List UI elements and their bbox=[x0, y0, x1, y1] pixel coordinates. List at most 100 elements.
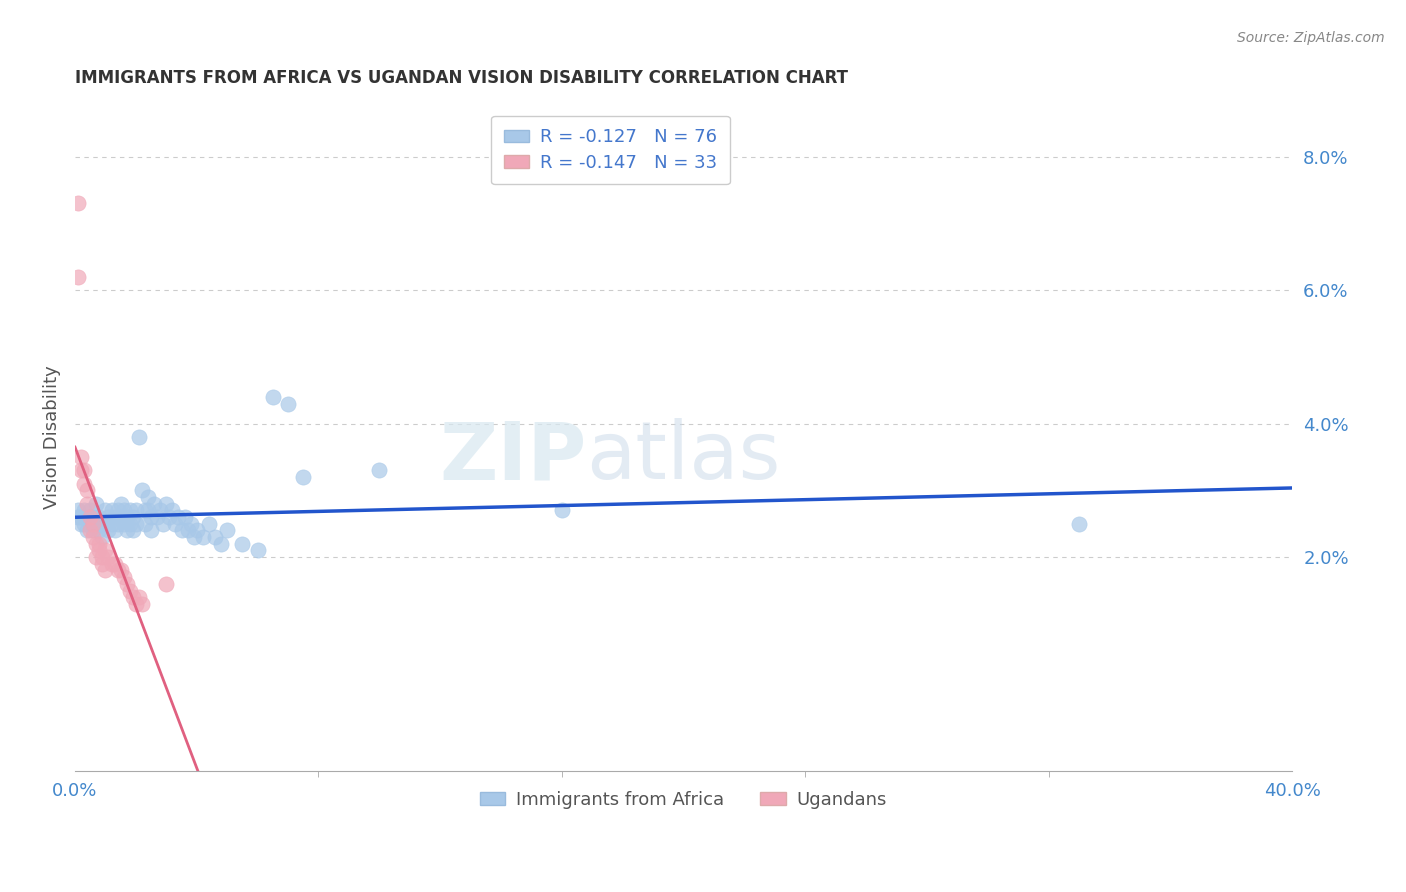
Point bbox=[100, 503, 122, 517]
Point bbox=[152, 516, 174, 531]
Point bbox=[70, 463, 93, 477]
Point bbox=[115, 577, 138, 591]
Point bbox=[139, 510, 162, 524]
Point bbox=[89, 537, 111, 551]
Text: ZIP: ZIP bbox=[439, 418, 586, 496]
Point bbox=[79, 510, 101, 524]
Legend: Immigrants from Africa, Ugandans: Immigrants from Africa, Ugandans bbox=[467, 779, 900, 822]
Point bbox=[170, 524, 193, 538]
Point bbox=[118, 583, 141, 598]
Point bbox=[209, 537, 232, 551]
Point bbox=[118, 516, 141, 531]
Point bbox=[82, 516, 104, 531]
Point bbox=[136, 490, 159, 504]
Point bbox=[246, 543, 269, 558]
Point bbox=[103, 510, 125, 524]
Point bbox=[94, 516, 117, 531]
Point bbox=[173, 510, 195, 524]
Point bbox=[84, 537, 107, 551]
Y-axis label: Vision Disability: Vision Disability bbox=[44, 365, 60, 509]
Point bbox=[73, 516, 96, 531]
Point bbox=[70, 450, 93, 464]
Point bbox=[262, 390, 284, 404]
Point bbox=[155, 497, 177, 511]
Point bbox=[134, 503, 156, 517]
Point bbox=[107, 564, 129, 578]
Point bbox=[103, 557, 125, 571]
Point bbox=[149, 503, 172, 517]
Point bbox=[131, 597, 153, 611]
Point bbox=[110, 510, 132, 524]
Point bbox=[107, 503, 129, 517]
Point bbox=[107, 516, 129, 531]
Point bbox=[79, 516, 101, 531]
Point bbox=[121, 524, 143, 538]
Point bbox=[70, 516, 93, 531]
Point bbox=[73, 463, 96, 477]
Point bbox=[67, 503, 90, 517]
Point bbox=[121, 590, 143, 604]
Point bbox=[125, 516, 148, 531]
Point bbox=[76, 483, 98, 498]
Point bbox=[91, 530, 114, 544]
Point bbox=[121, 510, 143, 524]
Point bbox=[76, 497, 98, 511]
Point bbox=[79, 503, 101, 517]
Point bbox=[91, 550, 114, 565]
Point bbox=[79, 524, 101, 538]
Point bbox=[204, 530, 226, 544]
Point bbox=[136, 503, 159, 517]
Point bbox=[112, 516, 135, 531]
Point bbox=[128, 590, 150, 604]
Point bbox=[89, 510, 111, 524]
Point bbox=[217, 524, 239, 538]
Point bbox=[134, 516, 156, 531]
Point bbox=[82, 510, 104, 524]
Point bbox=[162, 503, 184, 517]
Point bbox=[97, 550, 120, 565]
Point bbox=[91, 557, 114, 571]
Point bbox=[125, 597, 148, 611]
Point bbox=[167, 510, 190, 524]
Point bbox=[82, 524, 104, 538]
Point bbox=[70, 510, 93, 524]
Point bbox=[118, 503, 141, 517]
Point bbox=[183, 530, 205, 544]
Point bbox=[143, 497, 166, 511]
Point bbox=[157, 510, 180, 524]
Point bbox=[97, 524, 120, 538]
Point bbox=[100, 557, 122, 571]
Point bbox=[84, 497, 107, 511]
Point bbox=[110, 497, 132, 511]
Point bbox=[110, 564, 132, 578]
Point bbox=[94, 543, 117, 558]
Point bbox=[100, 516, 122, 531]
Point bbox=[155, 577, 177, 591]
Point bbox=[198, 516, 221, 531]
Point bbox=[125, 503, 148, 517]
Point bbox=[89, 543, 111, 558]
Point bbox=[191, 530, 214, 544]
Point bbox=[115, 524, 138, 538]
Text: atlas: atlas bbox=[586, 418, 780, 496]
Point bbox=[89, 524, 111, 538]
Point bbox=[76, 510, 98, 524]
Text: Source: ZipAtlas.com: Source: ZipAtlas.com bbox=[1237, 31, 1385, 45]
Point bbox=[91, 516, 114, 531]
Point bbox=[84, 516, 107, 531]
Point bbox=[128, 430, 150, 444]
Text: IMMIGRANTS FROM AFRICA VS UGANDAN VISION DISABILITY CORRELATION CHART: IMMIGRANTS FROM AFRICA VS UGANDAN VISION… bbox=[75, 69, 848, 87]
Point bbox=[368, 463, 391, 477]
Point bbox=[103, 524, 125, 538]
Point bbox=[176, 524, 198, 538]
Point bbox=[94, 503, 117, 517]
Point bbox=[76, 524, 98, 538]
Point bbox=[82, 530, 104, 544]
Point bbox=[186, 524, 208, 538]
Point bbox=[112, 503, 135, 517]
Point bbox=[1067, 516, 1090, 531]
Point bbox=[146, 510, 169, 524]
Point bbox=[97, 510, 120, 524]
Point bbox=[94, 564, 117, 578]
Point bbox=[139, 524, 162, 538]
